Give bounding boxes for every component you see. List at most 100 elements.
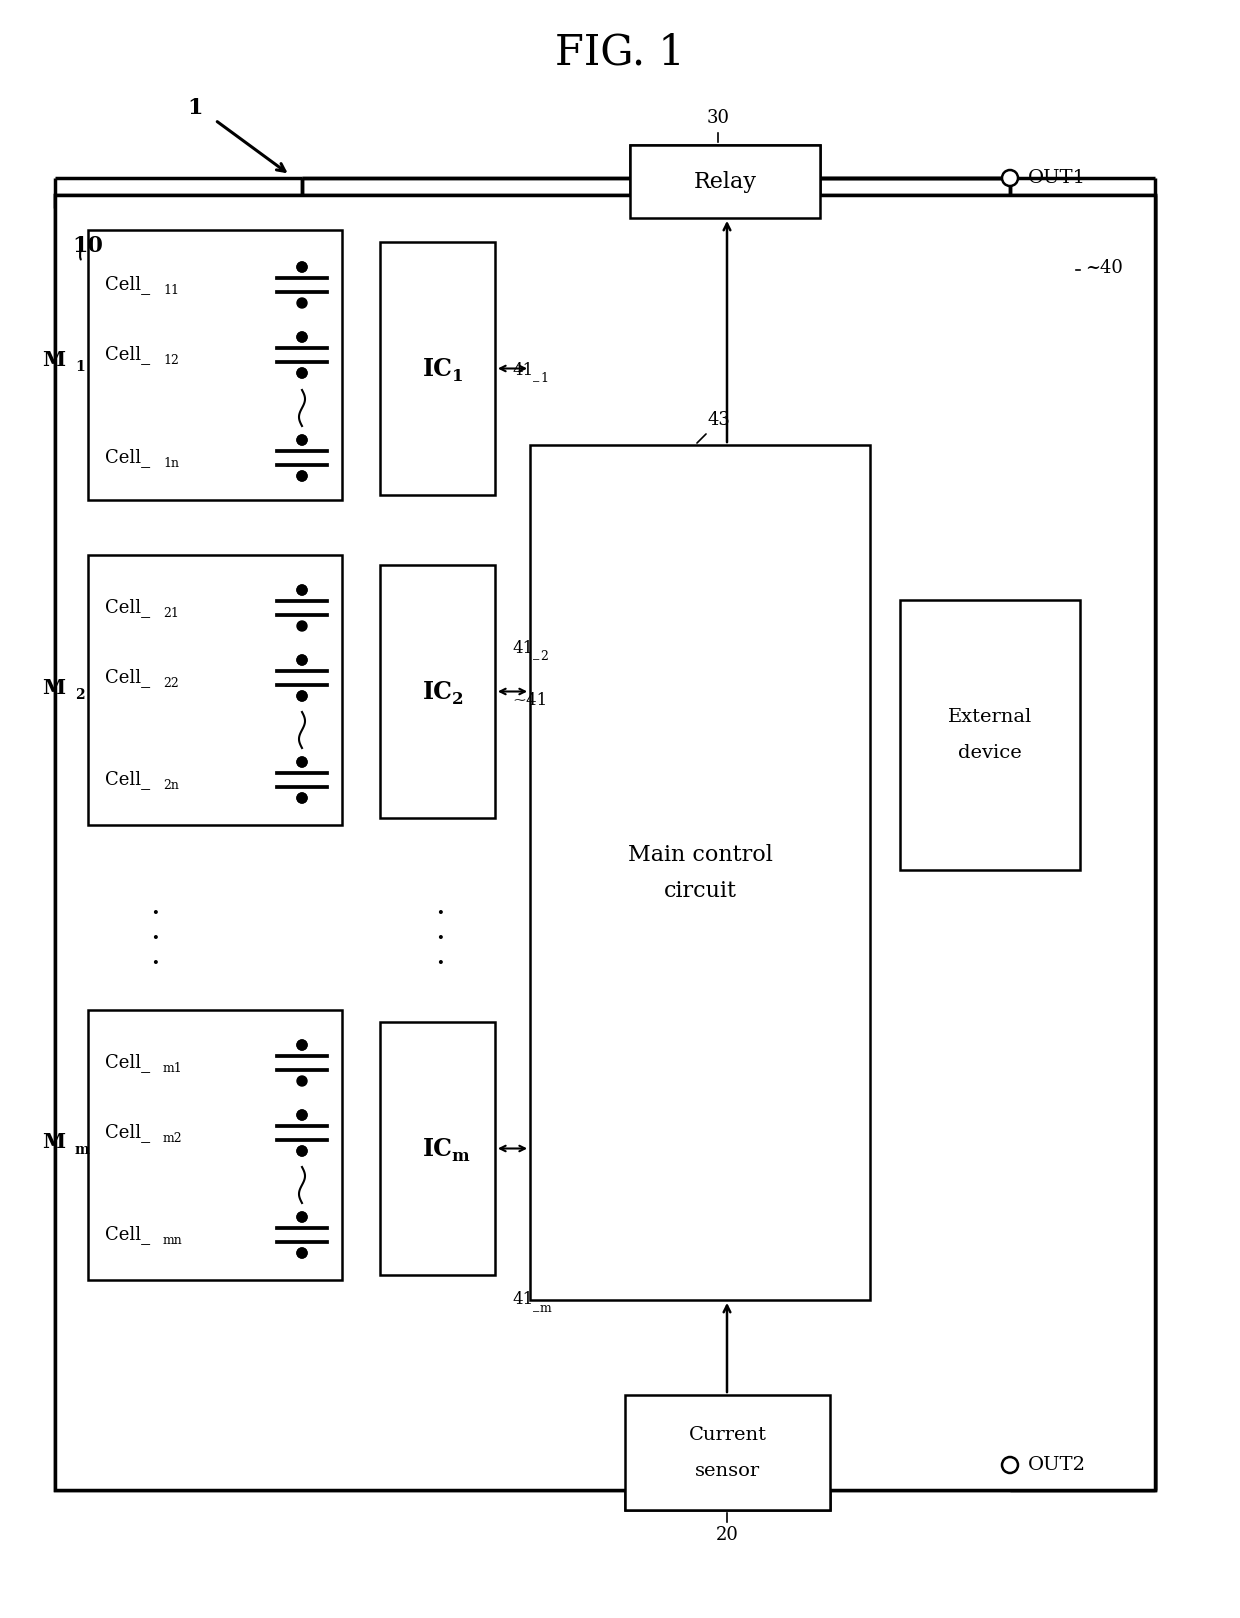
Bar bbox=[900, 600, 1080, 870]
Bar bbox=[630, 146, 820, 218]
Text: M: M bbox=[42, 1133, 64, 1152]
Circle shape bbox=[298, 1247, 308, 1259]
Text: Cell_: Cell_ bbox=[105, 1053, 150, 1073]
Circle shape bbox=[298, 435, 308, 445]
Text: Cell_: Cell_ bbox=[105, 448, 150, 468]
Circle shape bbox=[298, 793, 308, 803]
Circle shape bbox=[298, 655, 308, 665]
Text: .: . bbox=[150, 940, 160, 971]
Circle shape bbox=[298, 1040, 308, 1050]
Circle shape bbox=[298, 1110, 308, 1120]
Text: 1: 1 bbox=[187, 97, 203, 120]
Bar bbox=[55, 196, 1154, 1490]
Text: ~40: ~40 bbox=[1085, 259, 1123, 277]
Bar bbox=[630, 146, 820, 218]
Text: 1n: 1n bbox=[162, 456, 179, 469]
Bar bbox=[88, 1010, 342, 1280]
Text: Cell_: Cell_ bbox=[105, 1225, 150, 1244]
Bar bbox=[625, 1395, 830, 1510]
Circle shape bbox=[298, 655, 308, 665]
Bar bbox=[379, 243, 495, 495]
Text: _: _ bbox=[533, 369, 539, 382]
Bar bbox=[379, 565, 495, 819]
Circle shape bbox=[298, 757, 308, 767]
Text: IC: IC bbox=[423, 680, 453, 704]
Text: 11: 11 bbox=[162, 283, 179, 296]
Text: m2: m2 bbox=[162, 1131, 182, 1144]
Circle shape bbox=[298, 435, 308, 445]
Text: m: m bbox=[451, 1149, 469, 1165]
Circle shape bbox=[298, 471, 308, 481]
Text: .: . bbox=[150, 890, 160, 921]
Bar bbox=[625, 1395, 830, 1510]
Text: 41: 41 bbox=[512, 1291, 533, 1309]
Text: External: External bbox=[947, 709, 1032, 726]
Text: 10: 10 bbox=[72, 235, 103, 257]
Text: 21: 21 bbox=[162, 607, 179, 620]
Circle shape bbox=[298, 1212, 308, 1222]
Circle shape bbox=[298, 367, 308, 379]
Text: 2: 2 bbox=[451, 691, 463, 709]
Text: _: _ bbox=[533, 1299, 539, 1312]
Bar bbox=[88, 555, 342, 825]
Bar bbox=[88, 230, 342, 500]
Circle shape bbox=[298, 367, 308, 379]
Text: mn: mn bbox=[162, 1233, 182, 1246]
Text: M: M bbox=[42, 678, 64, 697]
Circle shape bbox=[298, 332, 308, 341]
Bar bbox=[88, 555, 342, 825]
Circle shape bbox=[1002, 1456, 1018, 1472]
Circle shape bbox=[298, 586, 308, 595]
Circle shape bbox=[298, 262, 308, 272]
Circle shape bbox=[298, 471, 308, 481]
Bar bbox=[529, 445, 870, 1299]
Bar bbox=[379, 1023, 495, 1275]
Text: Relay: Relay bbox=[693, 170, 756, 193]
Circle shape bbox=[298, 298, 308, 307]
Bar bbox=[900, 600, 1080, 870]
Text: IC: IC bbox=[423, 1136, 453, 1160]
Text: Main control: Main control bbox=[627, 843, 773, 866]
Text: OUT2: OUT2 bbox=[1028, 1456, 1086, 1474]
Text: .: . bbox=[150, 914, 160, 945]
Text: Cell_: Cell_ bbox=[105, 346, 150, 364]
Text: 2: 2 bbox=[74, 688, 84, 702]
Text: OUT1: OUT1 bbox=[1028, 168, 1086, 188]
Bar bbox=[379, 565, 495, 819]
Text: 2n: 2n bbox=[162, 778, 179, 791]
Text: 1: 1 bbox=[539, 372, 548, 385]
Text: .: . bbox=[435, 940, 445, 971]
Text: Cell_: Cell_ bbox=[105, 1123, 150, 1142]
Text: FIG. 1: FIG. 1 bbox=[556, 31, 684, 73]
Circle shape bbox=[298, 1247, 308, 1259]
Bar bbox=[88, 1010, 342, 1280]
Text: m: m bbox=[74, 1142, 89, 1157]
Circle shape bbox=[298, 1212, 308, 1222]
Text: IC: IC bbox=[423, 356, 453, 380]
Text: M: M bbox=[42, 349, 64, 371]
Circle shape bbox=[298, 757, 308, 767]
Bar bbox=[379, 1023, 495, 1275]
Text: device: device bbox=[959, 744, 1022, 762]
Circle shape bbox=[1002, 170, 1018, 186]
Text: 20: 20 bbox=[715, 1526, 739, 1544]
Circle shape bbox=[298, 262, 308, 272]
Text: Cell_: Cell_ bbox=[105, 275, 150, 294]
Circle shape bbox=[298, 1110, 308, 1120]
Text: .: . bbox=[435, 914, 445, 945]
Circle shape bbox=[298, 691, 308, 701]
Text: circuit: circuit bbox=[663, 880, 737, 901]
Text: Cell_: Cell_ bbox=[105, 668, 150, 688]
Text: 43: 43 bbox=[708, 411, 730, 429]
Text: 22: 22 bbox=[162, 676, 179, 689]
Text: 2: 2 bbox=[539, 649, 548, 662]
Text: ~41: ~41 bbox=[512, 691, 547, 709]
Bar bbox=[379, 243, 495, 495]
Bar bbox=[365, 210, 510, 1464]
Text: 41: 41 bbox=[512, 361, 533, 379]
Text: Cell_: Cell_ bbox=[105, 770, 150, 790]
Circle shape bbox=[298, 621, 308, 631]
Bar bbox=[68, 209, 360, 1477]
Circle shape bbox=[298, 1146, 308, 1155]
Text: m: m bbox=[539, 1301, 552, 1314]
